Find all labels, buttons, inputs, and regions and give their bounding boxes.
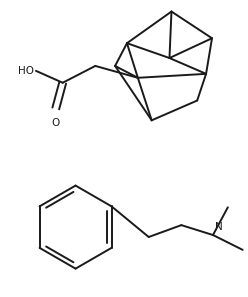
Text: O: O — [52, 118, 60, 128]
Text: N: N — [215, 222, 223, 232]
Text: HO: HO — [18, 66, 34, 76]
